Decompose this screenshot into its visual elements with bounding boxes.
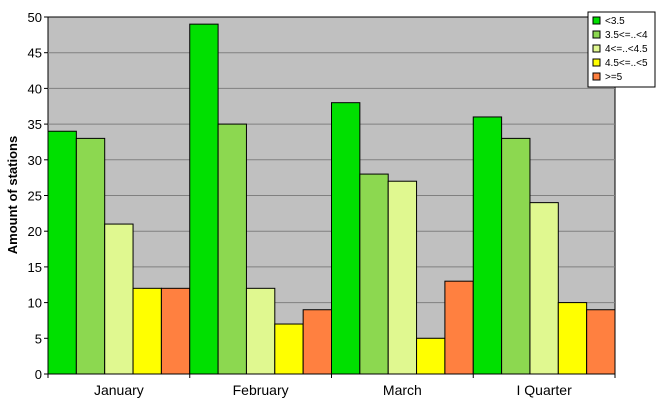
y-tick-label: 35 <box>28 117 42 132</box>
y-tick-label: 45 <box>28 46 42 61</box>
bar <box>160 287 191 375</box>
bar <box>387 180 418 375</box>
bar <box>331 102 361 375</box>
bar <box>274 323 304 375</box>
bars <box>47 23 616 375</box>
y-tick-label: 5 <box>35 331 42 346</box>
y-tick-label: 20 <box>28 224 42 239</box>
x-tick-label: March <box>383 382 422 398</box>
y-axis-label: Amount of stations <box>5 136 20 254</box>
y-tick-label: 15 <box>28 260 42 275</box>
y-tick-label: 25 <box>28 189 42 204</box>
bar <box>245 287 276 375</box>
bar <box>501 137 531 375</box>
legend-label: 3.5<=..<4 <box>605 30 648 41</box>
legend-swatch <box>592 30 601 39</box>
x-tick-label: I Quarter <box>517 382 573 398</box>
y-tick-label: 30 <box>28 153 42 168</box>
bar <box>104 223 134 375</box>
legend-swatch <box>592 44 601 53</box>
y-tick-label: 10 <box>28 296 42 311</box>
y-tick-label: 0 <box>35 367 42 382</box>
x-axis: January February March I Quarter <box>47 374 616 398</box>
y-tick-label: 50 <box>28 10 42 25</box>
bar <box>586 309 616 375</box>
legend-label: <3.5 <box>605 16 625 27</box>
legend: <3.5 3.5<=..<4 4<=..<4.5 4.5<=..<5 >=5 <box>587 11 656 88</box>
x-tick-label: January <box>94 382 144 398</box>
bar <box>557 302 588 375</box>
bar <box>302 309 332 375</box>
bar <box>416 337 446 375</box>
bar <box>359 173 389 375</box>
bar <box>189 23 219 375</box>
bar <box>529 202 559 375</box>
y-axis: 0 5 10 15 20 25 30 35 40 45 50 <box>28 10 48 382</box>
legend-swatch <box>592 16 601 25</box>
x-tick-label: February <box>233 382 289 398</box>
legend-label: 4<=..<4.5 <box>605 44 648 55</box>
bar <box>75 137 106 375</box>
bar <box>444 280 474 375</box>
legend-swatch <box>592 58 601 67</box>
bar <box>132 287 162 375</box>
legend-label: 4.5<=..<5 <box>605 58 648 69</box>
bar <box>217 123 247 375</box>
legend-label: >=5 <box>605 72 623 83</box>
legend-swatch <box>592 72 601 81</box>
y-tick-label: 40 <box>28 81 42 96</box>
bar <box>47 130 77 375</box>
bar <box>472 116 503 375</box>
